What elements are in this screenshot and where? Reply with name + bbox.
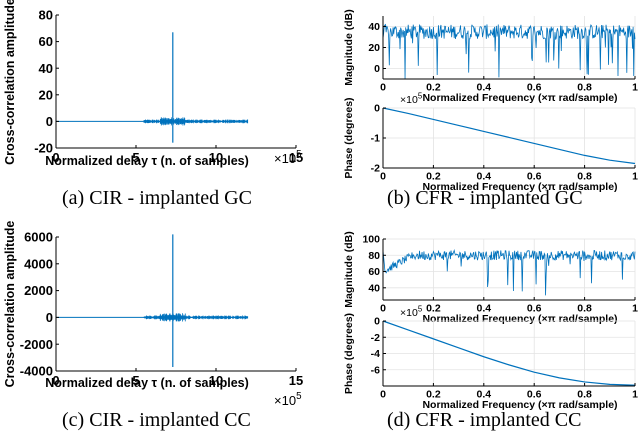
x-tick-label: 0.2 bbox=[426, 171, 441, 183]
x-tick-label: 0.8 bbox=[577, 171, 592, 183]
y-tick-label: 6000 bbox=[24, 230, 53, 245]
y-tick-label: 80 bbox=[368, 250, 380, 262]
series-line bbox=[382, 107, 636, 165]
axis-exponent: ×105 bbox=[274, 391, 302, 408]
y-axis-label: Cross-correlation amplitude bbox=[3, 0, 17, 165]
x-axis-label: Normalized Frequency (×π rad/sample) bbox=[422, 92, 617, 104]
series-noise bbox=[143, 313, 249, 322]
series-cfr_cc_phase bbox=[382, 320, 636, 386]
y-axis-label: Magnitude (dB) bbox=[343, 231, 355, 307]
series-cir_gc bbox=[56, 32, 249, 143]
x-tick-label: 0 bbox=[52, 373, 59, 388]
y-tick-label: 0 bbox=[374, 103, 380, 115]
caption-b: (b) CFR - implanted GC bbox=[387, 187, 583, 209]
axis-exponent: ×105 bbox=[274, 149, 302, 166]
y-tick-label: -4 bbox=[371, 348, 380, 360]
y-axis-label: Magnitude (dB) bbox=[343, 9, 355, 85]
x-axis-label: Normalized Frequency (×π rad/sample) bbox=[422, 313, 617, 325]
x-axis-label: Normalized delay τ (n. of samples) bbox=[45, 376, 249, 390]
y-axis-label: Phase (degrees) bbox=[343, 313, 355, 394]
y-tick-label: 40 bbox=[368, 21, 380, 33]
y-tick-label: 40 bbox=[39, 61, 53, 76]
y-tick-label: 40 bbox=[368, 282, 380, 294]
x-tick-label: 1 bbox=[632, 171, 638, 183]
series-cir_cc bbox=[56, 234, 249, 367]
x-tick-label: 0.4 bbox=[476, 171, 491, 183]
chart-cir_cc: 0 5 10 15 -4000 -2000 0 2000 4000 6000 Normalized … bbox=[3, 221, 303, 408]
y-tick-label: 2000 bbox=[24, 283, 53, 298]
x-tick-label: 0.8 bbox=[577, 82, 592, 94]
x-tick-label: 0.2 bbox=[426, 82, 441, 94]
y-tick-label: 20 bbox=[368, 42, 380, 54]
y-axis-label: Phase (degrees) bbox=[343, 97, 355, 178]
x-tick-label: 0 bbox=[52, 150, 59, 165]
chart-cfr_cc_phase: 0 0.2 0.4 0.6 0.8 1 -6 -4 -2 0 Normalized Frequenc… bbox=[343, 304, 638, 411]
y-tick-label: -2 bbox=[371, 332, 380, 344]
caption-a: (a) CIR - implanted GC bbox=[62, 187, 252, 209]
series-line bbox=[382, 320, 636, 386]
x-tick-label: 15 bbox=[289, 373, 303, 388]
series-line bbox=[382, 23, 636, 79]
x-tick-label: 0.4 bbox=[476, 82, 491, 94]
y-axis-label: Cross-correlation amplitude bbox=[3, 221, 17, 388]
x-tick-label: 10 bbox=[209, 150, 223, 165]
chart-cfr_gc_mag: 0 0.2 0.4 0.6 0.8 1 0 20 40 Normalized Frequency … bbox=[343, 9, 638, 104]
x-tick-label: 0 bbox=[380, 389, 386, 401]
y-tick-label: -20 bbox=[34, 141, 53, 156]
x-tick-label: 1 bbox=[632, 303, 638, 315]
y-tick-label: -1 bbox=[371, 133, 380, 145]
y-tick-label: 4000 bbox=[24, 256, 53, 271]
x-tick-label: 0.2 bbox=[426, 303, 441, 315]
x-axis-label: Normalized Frequency (×π rad/sample) bbox=[422, 181, 617, 193]
y-tick-label: 60 bbox=[368, 266, 380, 278]
caption-c: (c) CIR - implanted CC bbox=[62, 409, 251, 431]
x-tick-label: 5 bbox=[132, 373, 139, 388]
x-tick-label: 1 bbox=[632, 82, 638, 94]
series-noise bbox=[143, 117, 249, 126]
x-tick-label: 0.6 bbox=[527, 303, 542, 315]
axis-exponent: ×105 bbox=[400, 304, 423, 319]
y-tick-label: 0 bbox=[374, 63, 380, 75]
y-tick-label: -6 bbox=[371, 364, 380, 376]
x-tick-label: 10 bbox=[209, 373, 223, 388]
y-tick-label: -2 bbox=[371, 163, 380, 175]
y-tick-label: -2000 bbox=[20, 337, 53, 352]
x-tick-label: 1 bbox=[632, 389, 638, 401]
x-tick-label: 0.6 bbox=[527, 389, 542, 401]
y-tick-label: -4000 bbox=[20, 364, 53, 379]
x-tick-label: 0 bbox=[380, 171, 386, 183]
x-tick-label: 15 bbox=[289, 150, 303, 165]
series-cfr_cc_mag bbox=[382, 249, 636, 296]
series-cfr_gc_mag bbox=[382, 23, 636, 79]
y-tick-label: 80 bbox=[39, 8, 53, 23]
x-tick-label: 0.4 bbox=[476, 389, 491, 401]
y-tick-label: 60 bbox=[39, 34, 53, 49]
chart-cfr_gc_phase: 0 0.2 0.4 0.6 0.8 1 -2 -1 0 Normalized Frequency … bbox=[343, 91, 638, 193]
x-tick-label: 0 bbox=[380, 82, 386, 94]
chart-cfr_cc_mag: 0 0.2 0.4 0.6 0.8 1 40 60 80 100 Normalized Freque… bbox=[343, 231, 638, 325]
series-cfr_gc_phase bbox=[382, 107, 636, 165]
y-tick-label: 100 bbox=[362, 234, 380, 246]
y-tick-label: 0 bbox=[46, 310, 53, 325]
x-tick-label: 0.8 bbox=[577, 303, 592, 315]
x-tick-label: 0.2 bbox=[426, 389, 441, 401]
series-line bbox=[382, 249, 636, 296]
axis-exponent: ×105 bbox=[400, 91, 423, 106]
y-tick-label: 0 bbox=[374, 316, 380, 328]
x-axis-label: Normalized Frequency (×π rad/sample) bbox=[422, 399, 617, 411]
y-tick-label: 20 bbox=[39, 87, 53, 102]
x-axis-label: Normalized delay τ (n. of samples) bbox=[45, 154, 249, 168]
x-tick-label: 0 bbox=[380, 303, 386, 315]
x-tick-label: 5 bbox=[132, 150, 139, 165]
y-tick-label: 0 bbox=[46, 114, 53, 129]
x-tick-label: 0.4 bbox=[476, 303, 491, 315]
x-tick-label: 0.6 bbox=[527, 82, 542, 94]
x-tick-label: 0.6 bbox=[527, 171, 542, 183]
x-tick-label: 0.8 bbox=[577, 389, 592, 401]
caption-d: (d) CFR - implanted CC bbox=[387, 409, 582, 431]
